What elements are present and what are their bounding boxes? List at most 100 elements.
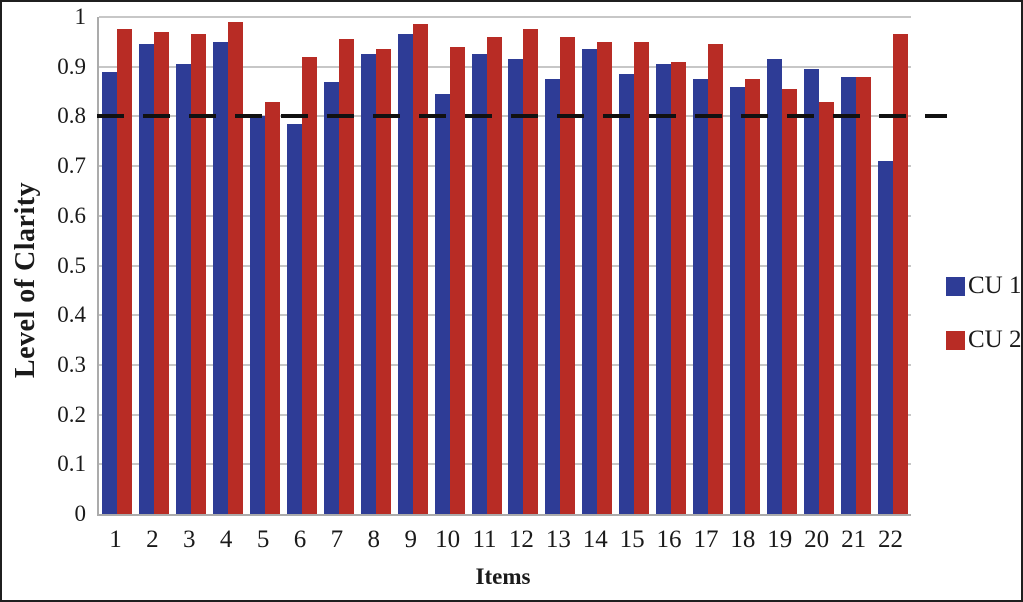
x-tick-label-7: 7 [330,526,344,553]
y-tick-label-0.7: 0.7 [57,153,86,179]
bar-group-item-12 [505,17,542,514]
x-tick-label-20: 20 [804,526,830,553]
x-tick-label-4: 4 [219,526,233,553]
bar-group-item-15 [616,17,653,514]
x-tick-label-14: 14 [582,526,608,553]
x-tick-label-19: 19 [767,526,793,553]
x-tick-label-21: 21 [841,526,867,553]
legend-entry-cu1: CU 1 [946,272,1021,300]
gridline-0.9 [99,65,911,68]
gridline-0.5 [99,264,911,267]
x-tick-label-22: 22 [877,526,903,553]
x-tick-label-17: 17 [693,526,719,553]
gridline-1 [99,16,911,18]
bar-group-item-10 [431,17,468,514]
x-tick-label-10: 10 [435,526,461,553]
bar-cu2-item-14 [597,41,613,514]
y-tick-label-0.5: 0.5 [57,252,86,278]
bar-group-item-18 [726,17,763,514]
bar-cu2-item-4 [228,21,244,514]
bar-group-item-16 [653,17,690,514]
bar-group-item-9 [394,17,431,514]
x-axis-title: Items [475,564,531,589]
x-tick-label-18: 18 [730,526,756,553]
bar-group-item-1 [99,17,136,514]
x-tick-label-3: 3 [183,526,196,553]
bar-cu2-item-18 [744,79,760,514]
bar-cu2-item-3 [191,34,207,514]
x-tick-label-9: 9 [404,526,417,553]
y-tick-label-0.9: 0.9 [57,53,86,79]
bar-cu2-item-6 [301,56,317,514]
bar-cu1-item-22 [877,161,893,514]
y-tick-label-1: 1 [74,4,87,29]
gridline-0.6 [99,214,911,217]
bar-cu1-item-4 [213,41,229,514]
gridline-0.4 [99,314,911,317]
bar-group-item-20 [800,17,837,514]
bar-cu2-item-12 [523,29,539,514]
bar-cu1-item-14 [582,49,598,514]
bar-cu1-item-12 [508,59,524,514]
bar-group-item-6 [284,17,321,514]
plot-area [97,16,911,516]
bar-cu1-item-21 [840,76,856,514]
bar-group-item-4 [210,17,247,514]
bar-cu1-item-3 [176,64,192,514]
bar-cu1-item-8 [360,54,376,514]
legend-entry-cu2: CU 2 [946,326,1021,354]
cu1-swatch-icon [946,276,965,296]
bar-cu2-item-20 [818,101,834,514]
bar-group-item-11 [468,17,505,514]
bar-cu2-item-2 [154,31,170,514]
x-tick-label-11: 11 [472,526,497,553]
bar-cu1-item-2 [139,44,155,514]
y-tick-label-0.1: 0.1 [57,451,86,477]
legend-label-cu2: CU 2 [968,326,1022,353]
cu2-swatch-icon [946,330,965,350]
x-tick-label-6: 6 [293,526,307,553]
bar-cu1-item-6 [286,123,302,514]
bar-cu1-item-15 [619,74,635,514]
bar-group-item-19 [763,17,800,514]
bar-cu2-item-7 [338,39,354,514]
gridline-0.1 [99,463,911,466]
bar-group-item-8 [357,17,394,514]
bar-cu1-item-19 [766,59,782,514]
x-tick-label-8: 8 [367,526,381,553]
bar-cu1-item-10 [434,94,450,514]
bar-cu2-item-13 [560,36,576,514]
bar-cu1-item-11 [471,54,487,514]
bar-cu2-item-17 [707,44,723,514]
bar-cu2-item-15 [634,41,650,514]
bar-cu2-item-11 [486,36,502,514]
bar-cu2-item-8 [375,49,391,514]
bar-cu1-item-1 [102,71,118,514]
bar-group-item-17 [690,17,727,514]
x-tick-label-5: 5 [256,526,270,553]
bar-cu2-item-21 [855,76,871,514]
y-tick-label-0.2: 0.2 [57,401,86,427]
reference-line-0.8 [97,114,947,119]
y-tick-label-0.4: 0.4 [57,302,86,328]
y-tick-label-0.3: 0.3 [57,351,86,377]
bar-cu2-item-16 [671,61,687,514]
bar-group-item-5 [247,17,284,514]
gridline-0.3 [99,363,911,366]
gridline-0.2 [99,413,911,416]
bar-cu1-item-18 [729,86,745,514]
bar-cu1-item-5 [250,116,266,514]
x-tick-label-12: 12 [508,526,534,553]
bar-group-item-21 [837,17,874,514]
bar-cu2-item-5 [265,101,281,514]
bar-cu2-item-10 [449,46,465,514]
bar-cu1-item-9 [397,34,413,514]
y-tick-label-0: 0 [74,501,87,526]
bar-group-item-22 [874,17,911,514]
bar-group-item-7 [320,17,357,514]
bar-cu1-item-13 [545,79,561,514]
bar-cu1-item-17 [692,79,708,514]
x-tick-label-16: 16 [656,526,682,553]
x-tick-label-2: 2 [146,526,159,553]
